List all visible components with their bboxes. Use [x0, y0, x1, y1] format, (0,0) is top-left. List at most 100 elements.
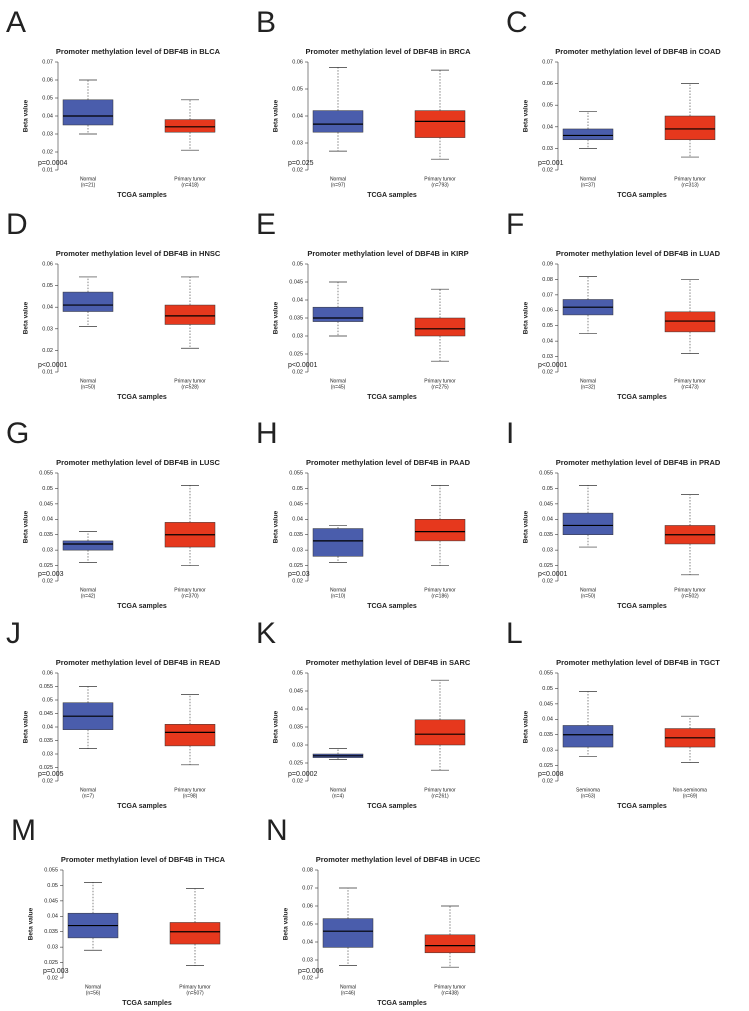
p-value: p=0.003 — [43, 968, 69, 975]
panel-letter: B — [256, 6, 276, 39]
y-tick-label: 0.04 — [42, 305, 53, 311]
x-tick-label: Primary tumor — [424, 378, 456, 384]
chart-title: Promoter methylation level of DBF4B in K… — [307, 249, 468, 258]
sample-count: (n=21) — [81, 182, 96, 188]
panel: H Promoter methylation level of DBF4B in … — [256, 417, 471, 610]
p-value: p=0.001 — [538, 160, 564, 167]
p-value: p<0.0001 — [38, 362, 67, 369]
x-axis-label: TCGA samples — [367, 394, 417, 401]
panel-letter: M — [11, 814, 36, 847]
y-tick-label: 0.07 — [542, 59, 553, 65]
box — [62, 291, 114, 312]
x-axis-label: TCGA samples — [122, 1000, 172, 1007]
y-tick-label: 0.045 — [539, 501, 553, 507]
x-axis-label: TCGA samples — [367, 192, 417, 199]
box — [562, 128, 614, 141]
x-axis-label: TCGA samples — [367, 803, 417, 810]
y-tick-label: 0.04 — [42, 724, 53, 730]
y-tick-label: 0.035 — [289, 532, 303, 538]
y-tick-label: 0.025 — [539, 563, 553, 569]
box — [312, 528, 364, 557]
y-axis-label: Beta value — [28, 907, 35, 940]
chart-title: Promoter methylation level of DBF4B in P… — [556, 458, 721, 467]
sample-count: (n=438) — [441, 990, 459, 996]
y-tick-label: 0.03 — [542, 748, 553, 754]
box — [164, 304, 216, 325]
y-tick-label: 0.06 — [292, 59, 303, 65]
y-tick-label: 0.035 — [539, 732, 553, 738]
y-tick-label: 0.04 — [42, 113, 53, 119]
y-tick-label: 0.03 — [542, 146, 553, 152]
y-tick-label: 0.04 — [292, 297, 303, 303]
y-tick-label: 0.01 — [42, 369, 53, 375]
chart-title: Promoter methylation level of DBF4B in B… — [56, 47, 221, 56]
y-tick-label: 0.05 — [42, 95, 53, 101]
box — [664, 311, 716, 333]
y-tick-label: 0.055 — [289, 470, 303, 476]
y-tick-label: 0.07 — [542, 292, 553, 298]
y-tick-label: 0.045 — [289, 688, 303, 694]
box — [424, 934, 476, 954]
panel-letter: C — [506, 6, 528, 39]
y-tick-label: 0.035 — [289, 315, 303, 321]
x-tick-label: Normal — [80, 587, 96, 593]
y-tick-label: 0.03 — [542, 548, 553, 554]
p-value: p=0.003 — [38, 571, 64, 578]
sample-count: (n=69) — [683, 793, 698, 799]
y-tick-label: 0.02 — [292, 778, 303, 784]
x-axis-label: TCGA samples — [617, 394, 667, 401]
chart-title: Promoter methylation level of DBF4B in T… — [61, 855, 226, 864]
box — [414, 317, 466, 337]
p-value: p=0.0002 — [288, 771, 317, 778]
x-tick-label: Primary tumor — [674, 176, 706, 182]
y-tick-label: 0.045 — [39, 711, 53, 717]
panel: C Promoter methylation level of DBF4B in … — [506, 6, 721, 199]
sample-count: (n=42) — [81, 593, 96, 599]
x-tick-label: Normal — [330, 378, 346, 384]
y-tick-label: 0.035 — [39, 738, 53, 744]
sample-count: (n=473) — [681, 384, 699, 390]
y-tick-label: 0.03 — [542, 354, 553, 360]
sample-count: (n=261) — [431, 793, 449, 799]
y-tick-label: 0.01 — [42, 167, 53, 173]
panel: L Promoter methylation level of DBF4B in … — [506, 617, 720, 810]
y-tick-label: 0.02 — [42, 578, 53, 584]
x-tick-label: Primary tumor — [179, 984, 211, 990]
y-axis-label: Beta value — [273, 710, 280, 743]
sample-count: (n=507) — [186, 990, 204, 996]
y-axis-label: Beta value — [523, 710, 530, 743]
y-tick-label: 0.025 — [289, 351, 303, 357]
panel-letter: J — [6, 617, 21, 650]
y-tick-label: 0.05 — [292, 261, 303, 267]
y-tick-label: 0.04 — [542, 717, 553, 723]
sample-count: (n=418) — [181, 182, 199, 188]
x-tick-label: Normal — [580, 587, 596, 593]
panel: M Promoter methylation level of DBF4B in … — [11, 814, 226, 1007]
y-tick-label: 0.05 — [542, 103, 553, 109]
panel: J Promoter methylation level of DBF4B in … — [6, 617, 221, 810]
y-tick-label: 0.055 — [539, 470, 553, 476]
sample-count: (n=370) — [181, 593, 199, 599]
sample-count: (n=50) — [581, 593, 596, 599]
chart-title: Promoter methylation level of DBF4B in L… — [56, 458, 220, 467]
sample-count: (n=502) — [681, 593, 699, 599]
y-tick-label: 0.035 — [289, 724, 303, 730]
y-tick-label: 0.03 — [42, 326, 53, 332]
x-tick-label: Normal — [330, 587, 346, 593]
x-axis-label: TCGA samples — [377, 1000, 427, 1007]
x-tick-label: Primary tumor — [174, 587, 206, 593]
x-tick-label: Seminoma — [576, 787, 600, 793]
sample-count: (n=10) — [331, 593, 346, 599]
box — [414, 719, 466, 746]
y-tick-label: 0.055 — [44, 867, 58, 873]
chart-title: Promoter methylation level of DBF4B in B… — [305, 47, 471, 56]
panel-letter: E — [256, 208, 276, 241]
y-tick-label: 0.02 — [292, 578, 303, 584]
x-axis-label: TCGA samples — [117, 803, 167, 810]
y-tick-label: 0.08 — [542, 277, 553, 283]
y-tick-label: 0.025 — [289, 563, 303, 569]
y-axis-label: Beta value — [283, 907, 290, 940]
x-tick-label: Non-seminoma — [673, 787, 707, 793]
box — [562, 725, 614, 748]
y-tick-label: 0.02 — [292, 369, 303, 375]
